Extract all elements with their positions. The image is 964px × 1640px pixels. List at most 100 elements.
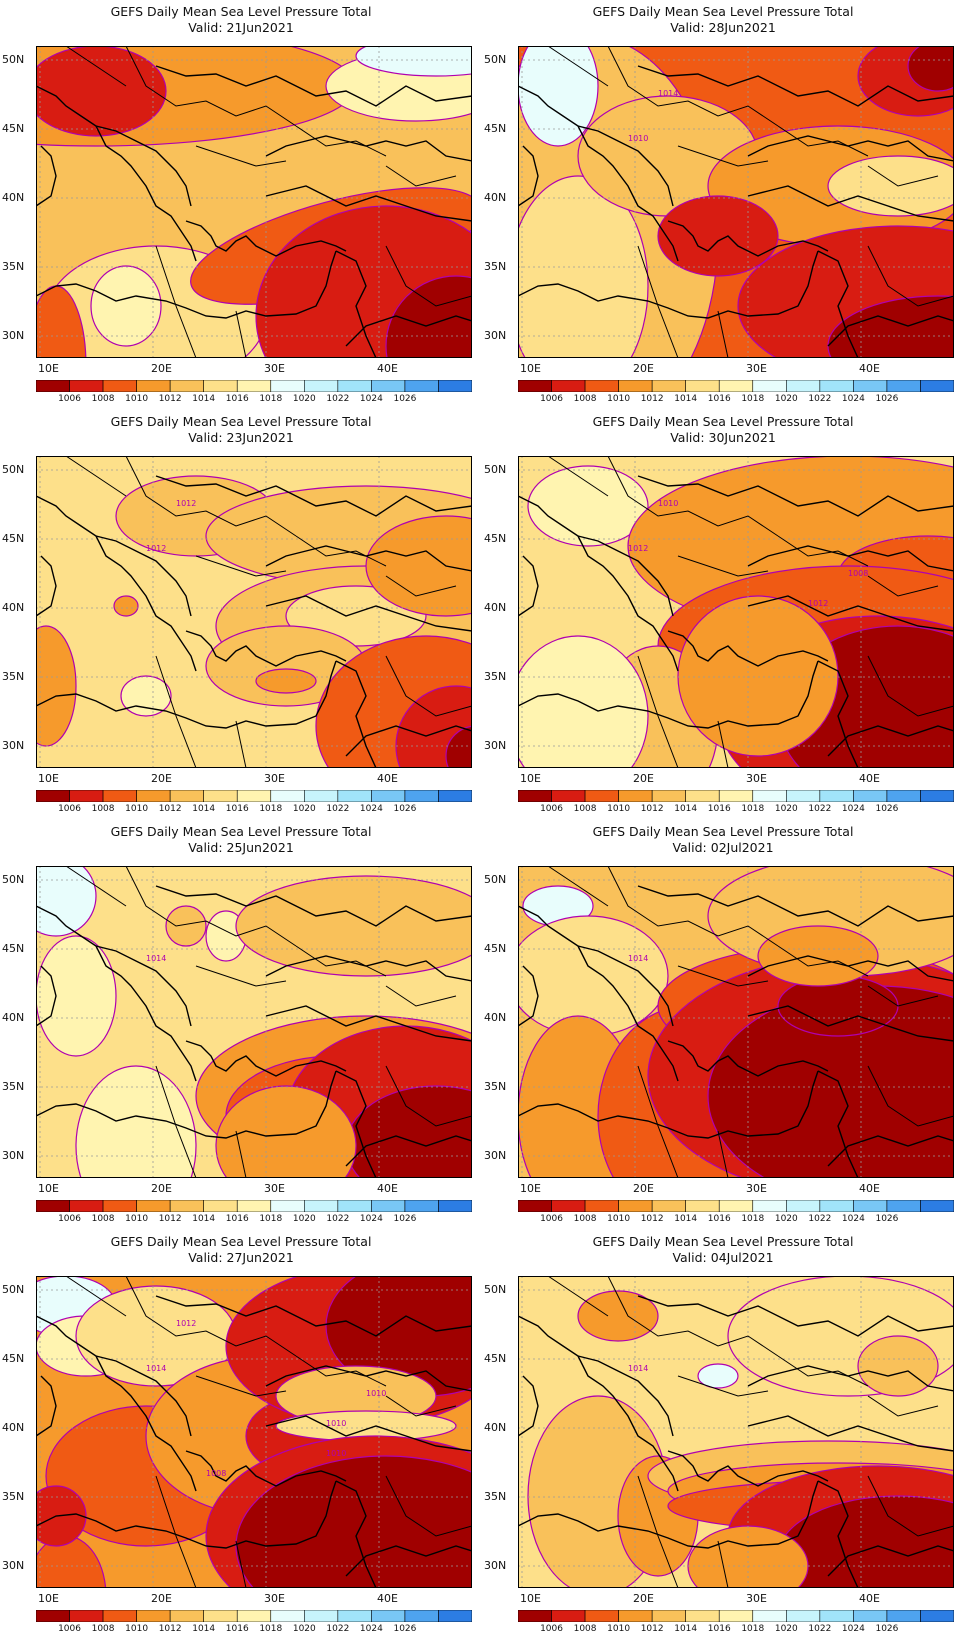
panel-title: GEFS Daily Mean Sea Level Pressure Total <box>592 414 854 429</box>
colorbar-tick: 1018 <box>259 1624 283 1634</box>
lon-label: 30E <box>264 362 285 375</box>
map-panel: GEFS Daily Mean Sea Level Pressure Total… <box>0 1230 482 1640</box>
colorbar-tick: 1006 <box>540 804 563 814</box>
colorbar-tick: 1006 <box>540 1624 563 1634</box>
lat-label: 40N <box>2 191 25 204</box>
lat-label: 45N <box>2 942 25 955</box>
country-border <box>777 1355 869 1387</box>
colorbar-swatch <box>169 380 204 392</box>
colorbar-tick: 1006 <box>540 394 563 404</box>
lon-label: 30E <box>746 1182 767 1195</box>
colorbar-swatch <box>69 790 104 802</box>
country-border <box>195 145 287 167</box>
lat-label: 35N <box>2 1080 25 1093</box>
colorbar-swatch <box>819 790 854 802</box>
coastline <box>827 1545 954 1577</box>
pressure-map: 1012 1012 <box>36 456 472 768</box>
lon-label: 10E <box>520 1182 541 1195</box>
colorbar-tick: 1010 <box>607 1624 631 1634</box>
colorbar-swatch <box>371 380 406 392</box>
lat-label: 30N <box>2 1559 25 1572</box>
contour-label: 1010 <box>658 499 678 508</box>
pressure-region <box>255 668 317 694</box>
map-frame <box>518 866 954 1178</box>
pressure-region <box>677 595 839 757</box>
country-border <box>235 1130 247 1178</box>
pressure-region <box>657 195 779 277</box>
colorbar-swatch <box>371 1200 406 1212</box>
colorbar-swatch <box>236 1610 272 1622</box>
coastline <box>747 595 954 632</box>
colorbar-tick: 1026 <box>393 394 417 404</box>
contour-label: 1014 <box>658 89 678 98</box>
country-border <box>65 1276 127 1317</box>
colorbar-tick: 1014 <box>674 394 698 404</box>
country-border <box>385 165 457 187</box>
coastline <box>155 885 472 927</box>
colorbar-tick: 1016 <box>225 394 249 404</box>
colorbar-tick: 1006 <box>58 804 81 814</box>
colorbar-tick: 1022 <box>808 804 832 814</box>
lon-label: 20E <box>151 1592 172 1605</box>
colorbar-swatch <box>886 1200 921 1212</box>
coastline <box>95 1355 192 1437</box>
colorbar-swatch <box>36 790 70 802</box>
coastline <box>345 315 472 347</box>
country-border <box>867 985 939 1007</box>
colorbar-swatch <box>136 1610 171 1622</box>
coastline <box>335 1070 377 1178</box>
map-panel: GEFS Daily Mean Sea Level Pressure Total… <box>482 0 964 410</box>
colorbar-tick: 1018 <box>259 804 283 814</box>
lat-label: 50N <box>2 53 25 66</box>
colorbar-swatch <box>404 380 439 392</box>
coastline <box>518 905 679 1082</box>
coastline <box>335 660 377 768</box>
colorbar-tick: 1014 <box>674 1214 698 1224</box>
colorbar-swatch <box>236 1200 272 1212</box>
lon-label: 40E <box>859 362 880 375</box>
contour-label: 1010 <box>628 134 648 143</box>
colorbar-swatch <box>584 1200 619 1212</box>
colorbar-swatch <box>651 1610 686 1622</box>
lon-label: 30E <box>746 1592 767 1605</box>
lat-label: 50N <box>2 1283 25 1296</box>
country-border <box>547 46 609 87</box>
lat-label: 35N <box>484 670 507 683</box>
country-border <box>637 655 679 768</box>
contour-label: 1010 <box>366 1389 386 1398</box>
contour-label: 1010 <box>326 1449 346 1458</box>
colorbar-swatch <box>438 790 472 802</box>
pressure-region <box>36 866 97 937</box>
coastline <box>827 1135 954 1167</box>
colorbar-tick: 1008 <box>91 804 115 814</box>
colorbar-tick: 1006 <box>58 394 81 404</box>
lat-label: 35N <box>2 1490 25 1503</box>
colorbar-tick: 1024 <box>359 1624 383 1634</box>
colorbar-swatch <box>518 380 552 392</box>
colorbar-swatch <box>819 1610 854 1622</box>
colorbar-tick: 1018 <box>259 394 283 404</box>
lon-label: 30E <box>746 362 767 375</box>
lat-label: 30N <box>2 329 25 342</box>
coastline <box>36 1070 337 1139</box>
map-frame <box>36 46 472 358</box>
coastline <box>667 630 829 667</box>
pressure-region <box>757 925 879 987</box>
country-border <box>607 46 779 127</box>
country-border <box>677 145 769 167</box>
coastline <box>36 250 337 319</box>
country-border <box>637 1475 679 1588</box>
coastline <box>518 1375 539 1437</box>
coastline <box>36 555 57 617</box>
colorbar-tick: 1022 <box>808 1624 832 1634</box>
lon-label: 10E <box>38 362 59 375</box>
country-border <box>867 1395 939 1417</box>
pressure-map: 1010 1014 <box>518 46 954 358</box>
colorbar-swatch <box>36 1610 70 1622</box>
coastline <box>345 1135 472 1167</box>
colorbar-swatch <box>36 1200 70 1212</box>
coastline <box>518 495 679 672</box>
colorbar-tick: 1026 <box>875 1624 899 1634</box>
pressure-region <box>907 46 954 92</box>
colorbar-tick: 1012 <box>640 394 664 404</box>
